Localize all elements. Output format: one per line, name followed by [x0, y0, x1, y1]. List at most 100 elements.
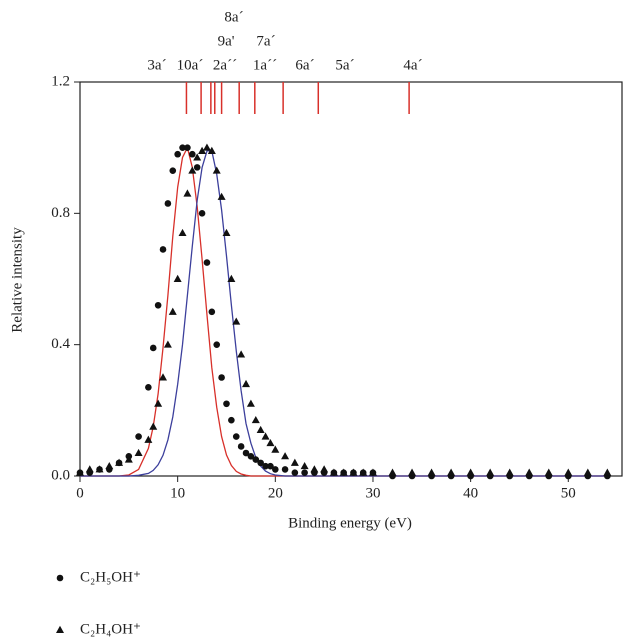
- data-point: [213, 341, 221, 348]
- data-point: [183, 189, 192, 197]
- data-point: [218, 374, 225, 381]
- y-tick-label: 0.8: [51, 205, 70, 221]
- data-point: [159, 373, 168, 381]
- data-point: [320, 465, 329, 473]
- orbital-label: 1a´´: [253, 57, 277, 73]
- data-point: [281, 452, 290, 460]
- legend-label: C₂H₄OH⁺: [80, 621, 141, 637]
- y-tick-label: 1.2: [51, 73, 70, 89]
- data-point: [329, 468, 338, 476]
- fit-curve: [80, 150, 608, 477]
- data-point: [135, 433, 142, 440]
- data-point: [272, 466, 279, 473]
- data-point: [247, 453, 255, 460]
- data-point: [447, 468, 456, 476]
- data-point: [85, 465, 94, 473]
- data-point: [115, 458, 124, 466]
- orbital-label: 8a´: [224, 9, 243, 25]
- data-point: [169, 167, 177, 174]
- data-point: [76, 468, 84, 476]
- legend-marker: [56, 574, 64, 582]
- y-axis-label: Relative intensity: [9, 227, 25, 333]
- data-point: [310, 465, 319, 473]
- data-point: [189, 150, 196, 158]
- data-point: [173, 274, 182, 282]
- orbital-label: 5a´: [335, 57, 354, 73]
- data-point: [198, 146, 207, 154]
- x-tick-label: 30: [365, 485, 380, 501]
- data-point: [145, 384, 152, 391]
- data-point: [149, 422, 158, 430]
- data-point: [266, 438, 275, 447]
- data-point: [466, 468, 475, 476]
- data-point: [242, 379, 251, 388]
- data-point: [505, 468, 514, 476]
- fit-curve: [80, 145, 608, 477]
- data-point: [227, 274, 236, 282]
- x-tick-label: 40: [463, 485, 478, 501]
- x-axis-label: Binding energy (eV): [288, 515, 412, 531]
- data-point: [583, 468, 592, 476]
- x-tick-label: 20: [268, 485, 283, 501]
- data-point: [257, 459, 264, 467]
- data-point: [228, 416, 235, 424]
- orbital-label: 6a´: [295, 57, 314, 73]
- data-point: [134, 448, 143, 457]
- data-point: [168, 307, 177, 315]
- plot-frame: [79, 81, 623, 477]
- data-point: [237, 443, 245, 450]
- data-point: [105, 461, 114, 470]
- data-point: [184, 144, 191, 151]
- orbital-label: 10a´: [177, 57, 204, 73]
- orbital-label: 4a´: [403, 57, 422, 73]
- data-point: [525, 468, 534, 476]
- legend-label: C₂H₅OH⁺: [80, 569, 141, 585]
- data-point: [256, 425, 265, 434]
- orbital-label: 7a´: [256, 33, 275, 49]
- data-point: [290, 458, 299, 466]
- y-tick-label: 0.4: [51, 336, 70, 352]
- x-tick-label: 0: [76, 485, 84, 501]
- data-point: [149, 344, 157, 352]
- data-point: [159, 246, 167, 253]
- data-point: [198, 210, 206, 217]
- data-point: [207, 146, 216, 154]
- data-point: [544, 468, 553, 476]
- data-point: [193, 153, 202, 161]
- data-point: [222, 228, 231, 237]
- data-point: [154, 301, 162, 309]
- data-point: [193, 164, 201, 171]
- legend-marker: [56, 625, 64, 633]
- data-point: [232, 433, 240, 440]
- data-point: [291, 469, 299, 477]
- orbital-label: 2a´´: [213, 57, 237, 73]
- data-point: [188, 166, 197, 174]
- data-point: [208, 308, 216, 316]
- data-point: [603, 468, 612, 476]
- data-point: [408, 468, 417, 476]
- data-point: [154, 399, 163, 407]
- data-point: [339, 468, 348, 476]
- data-point: [124, 455, 133, 463]
- data-point: [232, 317, 241, 325]
- data-point: [349, 468, 358, 476]
- data-point: [486, 468, 495, 476]
- x-tick-label: 50: [561, 485, 576, 501]
- data-point: [174, 150, 181, 158]
- data-point: [564, 468, 573, 476]
- data-point: [388, 468, 397, 476]
- data-point: [368, 468, 377, 476]
- data-point: [301, 469, 308, 477]
- data-point: [251, 415, 260, 424]
- data-point: [427, 468, 436, 476]
- data-point: [202, 143, 211, 151]
- data-point: [359, 468, 368, 476]
- data-point: [178, 228, 187, 237]
- data-point: [212, 166, 221, 174]
- data-point: [300, 461, 309, 470]
- data-point: [252, 456, 260, 463]
- data-point: [237, 350, 246, 358]
- data-point: [164, 200, 172, 207]
- y-tick-label: 0.0: [51, 467, 70, 483]
